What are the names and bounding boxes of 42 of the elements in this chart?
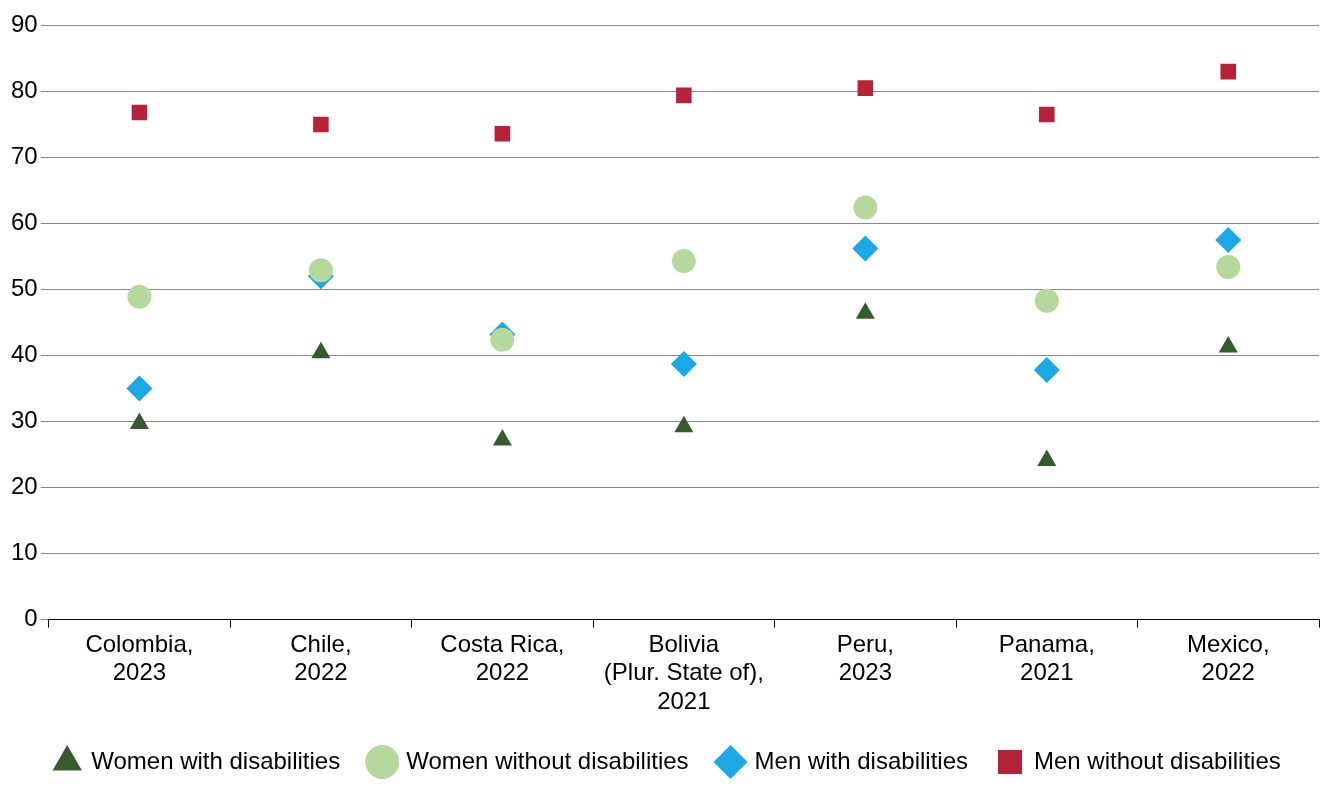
point <box>129 412 149 430</box>
point <box>853 195 878 220</box>
x-tick-label: Panama, 2021 <box>998 629 1095 686</box>
legend-label: Men without disabilities <box>1033 746 1281 774</box>
point <box>1215 226 1242 253</box>
y-tick-label: 80 <box>10 76 38 104</box>
legend-label: Women with disabilities <box>91 746 341 774</box>
point <box>308 258 333 283</box>
point <box>131 104 148 121</box>
point <box>857 80 874 96</box>
point <box>676 87 692 104</box>
point <box>127 284 152 309</box>
point <box>1216 255 1241 280</box>
y-tick-label: 60 <box>10 208 38 236</box>
y-tick-label: 90 <box>10 10 38 38</box>
y-tick-label: 20 <box>10 472 38 500</box>
y-tick-label: 40 <box>10 340 38 368</box>
x-tick-label: Chile, 2022 <box>290 629 352 686</box>
x-tick-label: Costa Rica, 2022 <box>440 629 565 686</box>
y-tick-label: 0 <box>24 604 38 632</box>
x-tick-label: Peru, 2023 <box>836 629 895 686</box>
legend-label: Women without disabilities <box>406 746 689 774</box>
point <box>1039 106 1055 123</box>
x-tick-label: Colombia, 2023 <box>85 629 194 686</box>
y-tick-label: 50 <box>10 274 38 302</box>
point <box>313 116 329 133</box>
point <box>852 235 879 262</box>
point <box>492 429 512 446</box>
point <box>1033 357 1060 384</box>
legend-label: Men with disabilities <box>754 746 968 774</box>
y-tick-label: 10 <box>10 538 38 566</box>
point <box>1220 63 1237 80</box>
point <box>671 249 696 274</box>
y-tick-label: 30 <box>10 406 38 434</box>
point <box>670 351 697 378</box>
y-tick-label: 70 <box>10 142 38 170</box>
point <box>494 125 511 142</box>
point <box>490 327 515 352</box>
point <box>126 375 153 402</box>
point <box>1034 288 1059 313</box>
x-tick-label: Bolivia (Plur. State of), 2021 <box>603 629 764 715</box>
x-tick-label: Mexico, 2022 <box>1186 629 1270 686</box>
